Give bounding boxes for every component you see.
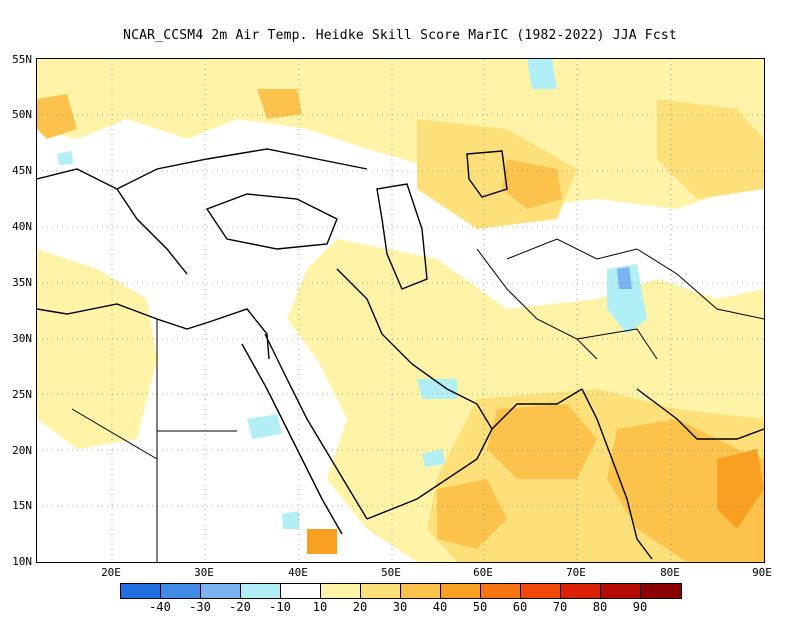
colorbar-label: 90: [632, 600, 648, 614]
colorbar-label: -20: [229, 600, 251, 614]
colorbar-swatch: [561, 584, 601, 598]
colorbar-swatch: [481, 584, 521, 598]
skill-score-map: [36, 58, 765, 563]
lat-label: 30N: [12, 332, 32, 345]
colorbar-swatch: [241, 584, 281, 598]
colorbar-label: -10: [269, 600, 291, 614]
lat-label: 50N: [12, 108, 32, 121]
colorbar-swatch: [441, 584, 481, 598]
lat-label: 10N: [12, 555, 32, 568]
colorbar-swatch: [121, 584, 161, 598]
lat-label: 55N: [12, 53, 32, 66]
colorbar-swatch: [321, 584, 361, 598]
colorbar-label: 40: [432, 600, 448, 614]
colorbar-swatch: [601, 584, 641, 598]
lat-label: 45N: [12, 164, 32, 177]
colorbar-swatch: [201, 584, 241, 598]
colorbar-label: 80: [592, 600, 608, 614]
lon-label: 20E: [101, 566, 121, 579]
lat-label: 25N: [12, 388, 32, 401]
lon-label: 70E: [566, 566, 586, 579]
colorbar-swatch: [401, 584, 441, 598]
lat-label: 20N: [12, 444, 32, 457]
colorbar-label: 20: [352, 600, 368, 614]
colorbar-label: 70: [552, 600, 568, 614]
colorbar-label: -30: [189, 600, 211, 614]
lon-label: 90E: [752, 566, 772, 579]
colorbar: [120, 583, 682, 599]
lon-label: 30E: [194, 566, 214, 579]
colorbar-swatch: [521, 584, 561, 598]
lat-label: 35N: [12, 276, 32, 289]
lon-label: 40E: [288, 566, 308, 579]
lon-label: 50E: [381, 566, 401, 579]
colorbar-swatch: [161, 584, 201, 598]
lat-label: 15N: [12, 499, 32, 512]
colorbar-label: 30: [392, 600, 408, 614]
colorbar-label: -40: [149, 600, 171, 614]
colorbar-swatch: [281, 584, 321, 598]
colorbar-swatch: [641, 584, 681, 598]
score-shading: [37, 59, 764, 562]
coastlines: [37, 148, 764, 562]
lon-label: 80E: [660, 566, 680, 579]
map-title: NCAR_CCSM4 2m Air Temp. Heidke Skill Sco…: [123, 28, 677, 43]
colorbar-label: 50: [472, 600, 488, 614]
colorbar-label: 60: [512, 600, 528, 614]
map-canvas: [37, 59, 764, 562]
lat-label: 40N: [12, 220, 32, 233]
colorbar-swatch: [361, 584, 401, 598]
colorbar-label: 10: [312, 600, 328, 614]
lon-label: 60E: [473, 566, 493, 579]
